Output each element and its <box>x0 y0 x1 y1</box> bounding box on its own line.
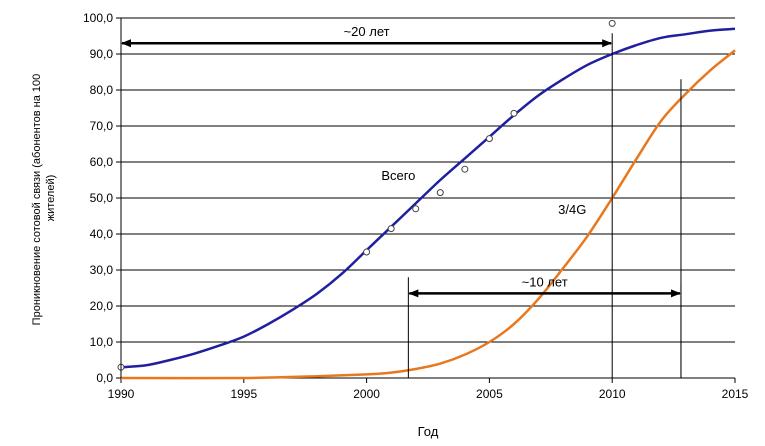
observed-points <box>117 19 616 371</box>
y-tick-label: 40,0 <box>90 227 114 241</box>
y-tick-label: 90,0 <box>90 47 114 61</box>
data-point <box>436 189 444 197</box>
y-axis-label: Проникновение сотовой связи (абонентов н… <box>31 71 57 326</box>
x-tick-label: 1990 <box>108 387 135 401</box>
span-label: ~10 лет <box>522 274 568 289</box>
y-tick-label: 60,0 <box>90 155 114 169</box>
series <box>120 27 736 380</box>
data-point <box>387 225 395 233</box>
series-line-total <box>120 27 736 369</box>
data-point <box>412 205 420 213</box>
y-tick-label: 20,0 <box>90 299 114 313</box>
data-point <box>510 109 518 117</box>
x-tick-label: 2015 <box>722 387 749 401</box>
y-tick-label: 30,0 <box>90 263 114 277</box>
grid <box>121 17 735 379</box>
data-point <box>461 165 469 173</box>
data-point <box>608 19 616 27</box>
series-line-3-4g <box>120 49 736 380</box>
x-axis-label: Год <box>418 424 439 439</box>
y-tick-label: 100,0 <box>83 11 113 25</box>
y-tick-label: 10,0 <box>90 335 114 349</box>
x-tick-label: 2000 <box>353 387 380 401</box>
y-axis-label-line-1: Проникновение сотовой связи (абонентов н… <box>31 74 43 326</box>
span-label: ~20 лет <box>344 24 390 39</box>
y-tick-label: 80,0 <box>90 83 114 97</box>
x-tick-label: 1995 <box>230 387 257 401</box>
y-axis-label-line-2: жителей) <box>45 175 57 222</box>
x-tick-label: 2005 <box>476 387 503 401</box>
data-point <box>363 248 371 256</box>
y-tick-label: 70,0 <box>90 119 114 133</box>
data-point <box>485 135 493 143</box>
annotations: Всего 3/4G ~20 лет ~10 лет <box>120 24 682 378</box>
y-tick-label: 50,0 <box>90 191 114 205</box>
y-tick-label: 0,0 <box>96 371 113 385</box>
x-tick-label: 2010 <box>599 387 626 401</box>
series-label-3-4g: 3/4G <box>558 202 586 217</box>
series-label-total: Всего <box>381 168 415 183</box>
